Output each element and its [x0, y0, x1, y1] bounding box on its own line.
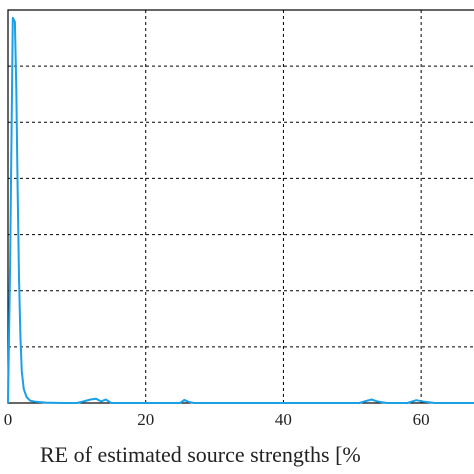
grid-lines — [8, 10, 474, 403]
x-axis-title: RE of estimated source strengths [% — [40, 442, 361, 467]
x-tick-labels: 0 20 40 60 — [4, 410, 430, 429]
x-tick-label: 40 — [275, 410, 292, 429]
x-tick-label: 20 — [137, 410, 154, 429]
x-tick-label: 60 — [413, 410, 430, 429]
x-tick-label: 0 — [4, 410, 13, 429]
series-layer — [7, 16, 474, 404]
series-line — [7, 16, 474, 404]
plot-frame — [7, 9, 474, 404]
